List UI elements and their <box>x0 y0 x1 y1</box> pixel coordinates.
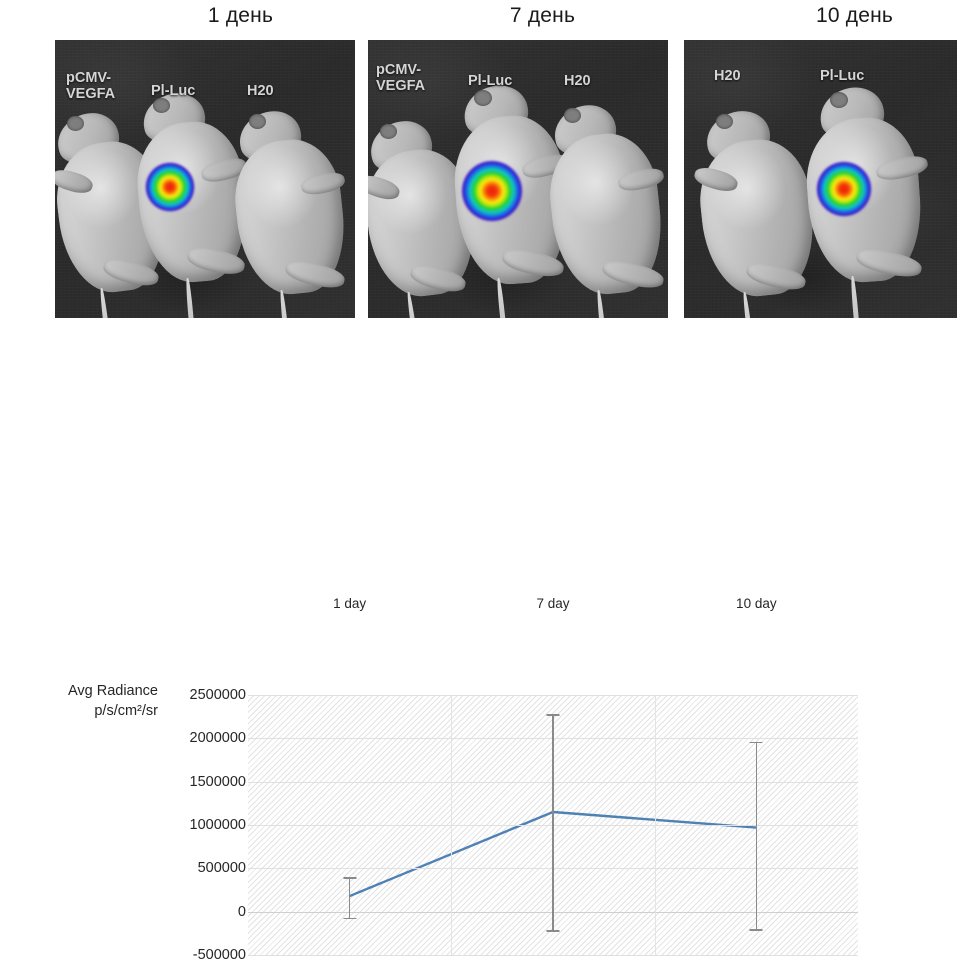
y-axis-tick-label: 2500000 <box>189 687 246 703</box>
y-axis-tick-label: -500000 <box>192 947 246 963</box>
mouse-h20 <box>690 104 830 318</box>
error-bar-cap <box>749 929 763 932</box>
mouse-tail <box>185 277 199 318</box>
mouse-label-pcmv-vegfa: pCMV- VEGFA <box>376 62 426 95</box>
bioluminescence-imaging-section: 1 день 7 день 10 день <box>0 0 980 330</box>
mouse-pl-luc <box>792 82 942 318</box>
y-axis-title: Avg Radiance p/s/cm²/sr <box>30 682 158 721</box>
mouse-label-h20: H20 <box>247 83 274 99</box>
mouse-ear <box>249 114 266 129</box>
bioluminescence-signal-day10 <box>816 154 872 224</box>
x-axis-tick-label: 1 day <box>333 595 367 611</box>
mouse-ear <box>153 98 170 113</box>
mouse-label-pl-luc: Pl-Luc <box>468 73 513 89</box>
mouse-label-pcmv-vegfa: pCMV- VEGFA <box>66 70 116 103</box>
y-axis-tick-label: 1500000 <box>189 773 246 790</box>
mouse-label-h20: H20 <box>714 68 741 84</box>
mouse-ear <box>564 108 581 123</box>
panel-title-day1: 1 день <box>207 4 274 27</box>
mouse-h20 <box>540 99 668 318</box>
gridline-horizontal <box>248 955 858 956</box>
imaging-panel-day1: pCMV- VEGFA Pl-Luc H20 <box>55 40 355 318</box>
mouse-label-h20: H20 <box>564 73 591 89</box>
bioluminescence-signal-day1 <box>145 162 195 212</box>
y-axis-tick-label: 500000 <box>197 860 246 877</box>
x-axis-tick-label: 10 day <box>736 595 777 611</box>
mouse-ear <box>67 116 84 131</box>
mouse-pcmv-vegfa <box>368 114 490 318</box>
mouse-label-pl-luc: Pl-Luc <box>820 68 865 84</box>
imaging-panel-day10: H20 Pl-Luc <box>684 40 957 318</box>
plot-area <box>248 695 858 956</box>
mouse-tail <box>99 287 117 318</box>
error-bar <box>348 877 351 918</box>
panel-title-day10: 10 день <box>815 4 894 27</box>
gridline-horizontal <box>248 695 858 696</box>
mouse-label-pl-luc: Pl-Luc <box>151 83 196 99</box>
error-bar-cap <box>546 714 560 716</box>
error-bar-cap <box>749 741 763 744</box>
x-axis-tick-label: 7 day <box>536 595 570 611</box>
y-axis-title-line1: Avg Radiance <box>67 683 158 699</box>
mouse-ear <box>380 124 397 139</box>
mouse-pl-luc <box>127 88 257 318</box>
mouse-pl-luc <box>442 80 574 318</box>
error-bar <box>552 714 554 931</box>
error-bar-cap <box>343 917 357 920</box>
panel-title-day7: 7 день <box>509 4 576 27</box>
bioluminescence-signal-day7 <box>461 158 523 224</box>
error-bar-cap <box>546 930 560 932</box>
error-bar-cap <box>343 877 357 879</box>
mouse-ear <box>474 90 492 106</box>
imaging-panel-day7: pCMV- VEGFA Pl-Luc H20 <box>368 40 668 318</box>
y-axis-tick-label: 1000000 <box>189 817 246 833</box>
gridline-vertical <box>451 695 453 955</box>
y-axis-tick-label: 2000000 <box>189 730 246 747</box>
error-bar <box>755 741 758 930</box>
mouse-pcmv-vegfa <box>55 106 179 318</box>
y-axis-title-line2: p/s/cm²/sr <box>94 702 158 719</box>
y-axis-tick-label: 0 <box>237 903 246 920</box>
mouse-h20 <box>223 105 355 318</box>
mouse-ear <box>716 114 733 129</box>
mouse-ear <box>830 92 848 108</box>
gridline-vertical <box>654 695 656 955</box>
avg-radiance-chart: Avg Radiance p/s/cm²/sr 2500000 2000000 15… <box>0 330 980 963</box>
